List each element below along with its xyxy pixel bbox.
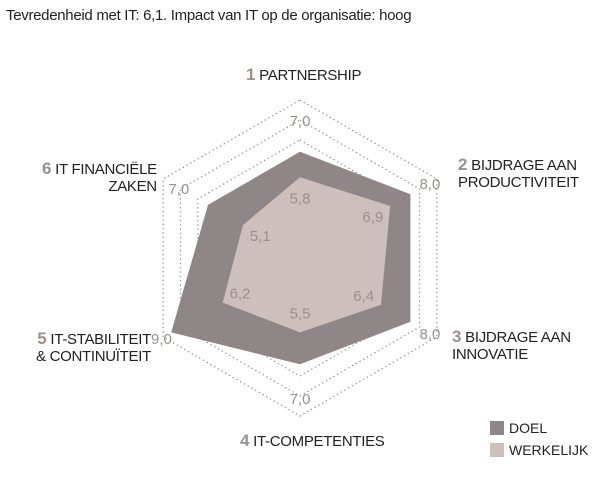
data-label-doel: 7,0 [168,181,189,198]
legend-swatch [490,443,504,457]
axis-label-6: 6 IT FINANCIËLE ZAKEN [42,159,157,195]
legend-item-werkelijk: WERKELIJK [490,442,588,458]
axis-label-5: 5 IT-STABILITEIT & CONTINUÏTEIT [36,329,151,365]
data-label-werkelijk: 5,8 [290,190,311,207]
axis-label-1: 1 PARTNERSHIP [246,65,362,84]
data-label-werkelijk: 5,5 [290,305,311,322]
data-label-werkelijk: 6,4 [353,288,374,305]
data-label-werkelijk: 5,1 [250,228,271,245]
data-label-doel: 7,0 [290,391,311,408]
grid-ring [162,99,438,417]
data-label-werkelijk: 6,9 [362,209,383,226]
data-label-doel: 8,0 [419,176,440,193]
data-label-doel: 9,0 [151,331,172,348]
grid-ring [179,119,421,397]
data-label-doel: 8,0 [419,326,440,343]
legend-swatch [490,421,504,435]
chart-title: Tevredenheid met IT: 6,1. Impact van IT … [6,7,412,24]
axis-label-3: 3 BIJDRAGE AAN INNOVATIE [452,327,571,363]
series-area-werkelijk [222,177,391,333]
data-label-doel: 7,0 [290,113,311,130]
legend-item-doel: DOEL [490,420,547,436]
data-label-werkelijk: 6,2 [230,286,251,303]
grid-ring [197,139,403,377]
axis-label-2: 2 BIJDRAGE AAN PRODUCTIVITEIT [458,155,579,191]
axis-label-4: 4 IT-COMPETENTIES [240,431,385,450]
